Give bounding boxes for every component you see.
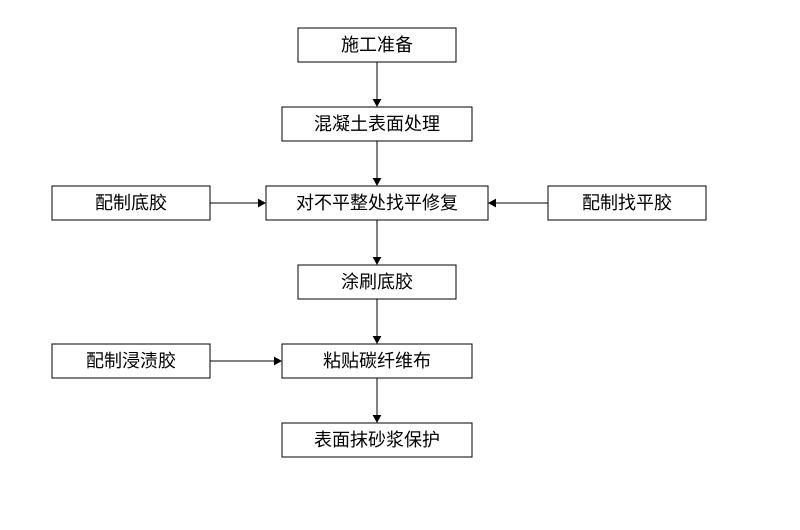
arrow-n4-n5 — [373, 336, 382, 344]
arrow-n3-n4 — [373, 257, 382, 265]
flow-node-n1: 施工准备 — [298, 28, 456, 62]
flow-node-label: 配制底胶 — [95, 193, 167, 213]
flow-node-s1: 配制底胶 — [52, 186, 210, 220]
flow-node-n3: 对不平整处找平修复 — [266, 186, 488, 220]
flow-node-label: 表面抹砂浆保护 — [314, 430, 440, 450]
flow-node-s3: 配制浸渍胶 — [52, 344, 210, 378]
flow-node-n4: 涂刷底胶 — [298, 265, 456, 299]
arrow-n1-n2 — [373, 99, 382, 107]
flow-node-s2: 配制找平胶 — [548, 186, 706, 220]
arrow-s3-n5 — [274, 357, 282, 366]
flow-node-n6: 表面抹砂浆保护 — [282, 423, 472, 457]
arrow-n2-n3 — [373, 178, 382, 186]
flowchart-canvas: 施工准备混凝土表面处理对不平整处找平修复涂刷底胶粘贴碳纤维布表面抹砂浆保护 配制底… — [0, 0, 800, 530]
flow-node-label: 粘贴碳纤维布 — [323, 351, 431, 371]
arrow-s2-n3 — [488, 199, 496, 208]
flow-node-label: 配制浸渍胶 — [86, 351, 176, 371]
flow-node-n2: 混凝土表面处理 — [282, 107, 472, 141]
flow-node-label: 配制找平胶 — [582, 193, 672, 213]
arrow-s1-n3 — [258, 199, 266, 208]
arrow-n5-n6 — [373, 415, 382, 423]
flow-node-label: 对不平整处找平修复 — [296, 193, 458, 213]
flow-node-label: 混凝土表面处理 — [314, 114, 440, 134]
flow-node-label: 涂刷底胶 — [341, 272, 413, 292]
flow-node-n5: 粘贴碳纤维布 — [282, 344, 472, 378]
flow-node-label: 施工准备 — [341, 35, 413, 55]
